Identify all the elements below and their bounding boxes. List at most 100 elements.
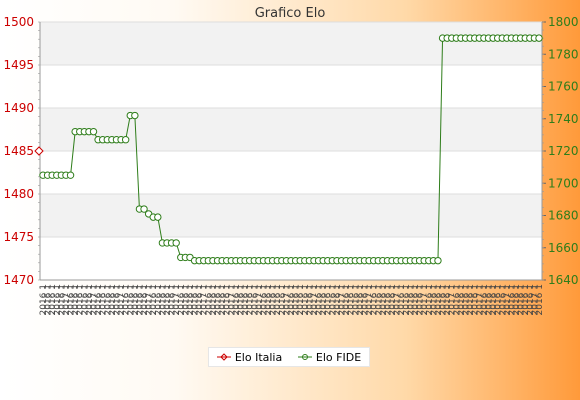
x-tick-label: 2017 1 <box>310 284 320 316</box>
x-tick-label: 2017 1 <box>420 284 430 316</box>
x-tick-label: 2016 1 <box>457 284 467 316</box>
x-tick-label: 2016 1 <box>507 284 517 316</box>
x-tick-label: 2016 1 <box>526 284 536 316</box>
right-tick-label: 1640 <box>548 273 579 287</box>
x-tick-label: 2016 1 <box>131 284 141 316</box>
grid-band <box>40 108 542 151</box>
x-tick-label: 2016 1 <box>416 284 426 316</box>
data-point-elo-fide <box>140 205 148 213</box>
x-tick-label: 2017 1 <box>62 284 72 316</box>
right-tick-label: 1680 <box>548 209 579 223</box>
x-tick-label: 2017 1 <box>393 284 403 316</box>
grid-band <box>40 194 542 237</box>
x-tick-label: 2017 1 <box>90 284 100 316</box>
left-tick-label: 1485 <box>3 144 34 158</box>
x-tick-label: 2016 1 <box>370 284 380 316</box>
x-tick-label: 2016 1 <box>204 284 214 316</box>
data-point-elo-fide <box>535 34 543 42</box>
x-tick-label: 2016 1 <box>489 284 499 316</box>
x-tick-label: 2016 1 <box>406 284 416 316</box>
x-tick-label: 2017 1 <box>255 284 265 316</box>
x-tick-label: 2017 1 <box>448 284 458 316</box>
x-tick-label: 2016 1 <box>80 284 90 316</box>
right-tick-label: 1700 <box>548 176 579 190</box>
right-tick-label: 1740 <box>548 112 579 126</box>
x-tick-label: 2016 1 <box>259 284 269 316</box>
x-tick-label: 2016 1 <box>67 284 77 316</box>
x-tick-label: 2016 1 <box>333 284 343 316</box>
x-tick-label: 2016 1 <box>301 284 311 316</box>
x-tick-label: 2017 1 <box>503 284 513 316</box>
left-tick-label: 1495 <box>3 58 34 72</box>
x-tick-label: 2016 1 <box>379 284 389 316</box>
data-point-elo-fide <box>131 111 139 120</box>
data-point-elo-fide <box>434 256 442 265</box>
x-tick-label: 2016 1 <box>452 284 462 316</box>
x-tick-label: 2017 1 <box>365 284 375 316</box>
x-tick-label: 2016 1 <box>287 284 297 316</box>
x-tick-label: 2016 1 <box>434 284 444 316</box>
x-tick-label: 2016 1 <box>512 284 522 316</box>
x-tick-label: 2017 1 <box>227 284 237 316</box>
x-tick-label: 2016 1 <box>462 284 472 316</box>
legend-marker-elo-fide <box>297 354 312 360</box>
data-point-elo-fide <box>172 239 180 247</box>
data-point-elo-fide <box>121 136 130 144</box>
legend: Elo Italia Elo FIDE <box>208 347 370 367</box>
x-tick-label: 2016 1 <box>53 284 63 316</box>
x-tick-label: 2016 1 <box>517 284 527 316</box>
data-point-elo-fide <box>89 127 98 136</box>
x-tick-label: 2016 1 <box>44 284 54 316</box>
x-tick-label: 2016 1 <box>521 284 531 316</box>
x-tick-label: 2016 1 <box>181 284 191 316</box>
x-tick-label: 2016 1 <box>315 284 325 316</box>
x-tick-label: 2016 1 <box>466 284 476 316</box>
x-tick-label: 2016 1 <box>388 284 398 316</box>
x-tick-label: 2016 1 <box>425 284 435 316</box>
x-tick-label: 2016 1 <box>342 284 352 316</box>
x-tick-label: 2016 1 <box>140 284 150 316</box>
x-tick-label: 2017 1 <box>338 284 348 316</box>
x-tick-label: 2016 1 <box>236 284 246 316</box>
x-tick-label: 2016 1 <box>356 284 366 316</box>
x-tick-label: 2016 1 <box>99 284 109 316</box>
x-tick-label: 2016 1 <box>195 284 205 316</box>
x-tick-label: 2016 1 <box>328 284 338 316</box>
x-tick-label: 2016 1 <box>250 284 260 316</box>
x-tick-label: 2016 1 <box>443 284 453 316</box>
x-tick-label: 2016 1 <box>39 284 49 316</box>
x-tick-label: 2016 1 <box>48 284 58 316</box>
right-tick-label: 1780 <box>548 47 579 61</box>
x-tick-label: 2016 1 <box>241 284 251 316</box>
x-tick-label: 2016 1 <box>296 284 306 316</box>
x-tick-label: 2016 1 <box>57 284 67 316</box>
chart-title: Grafico Elo <box>255 6 326 21</box>
x-tick-label: 2017 1 <box>172 284 182 316</box>
x-tick-label: 2016 1 <box>158 284 168 316</box>
grid-band <box>40 22 542 65</box>
x-tick-label: 2016 1 <box>126 284 136 316</box>
legend-marker-elo-italia <box>216 353 231 361</box>
left-tick-label: 1490 <box>3 101 34 115</box>
x-tick-label: 2016 1 <box>402 284 412 316</box>
x-tick-label: 2016 1 <box>360 284 370 316</box>
x-tick-label: 2016 1 <box>223 284 233 316</box>
x-tick-label: 2016 1 <box>214 284 224 316</box>
data-point-elo-fide <box>66 171 75 179</box>
x-tick-label: 2016 1 <box>154 284 164 316</box>
x-tick-label: 2016 1 <box>264 284 274 316</box>
x-tick-label: 2017 1 <box>530 284 540 316</box>
x-tick-label: 2016 1 <box>397 284 407 316</box>
right-tick-label: 1760 <box>548 80 579 94</box>
x-tick-label: 2016 1 <box>209 284 219 316</box>
x-tick-label: 2016 1 <box>324 284 334 316</box>
x-tick-label: 2016 1 <box>471 284 481 316</box>
x-tick-label: 2016 1 <box>498 284 508 316</box>
x-tick-label: 2016 1 <box>163 284 173 316</box>
legend-item-elo-italia: Elo Italia <box>216 351 282 364</box>
x-tick-label: 2016 1 <box>383 284 393 316</box>
x-tick-label: 2016 1 <box>494 284 504 316</box>
data-point-elo-fide <box>154 213 162 221</box>
x-tick-label: 2016 1 <box>269 284 279 316</box>
